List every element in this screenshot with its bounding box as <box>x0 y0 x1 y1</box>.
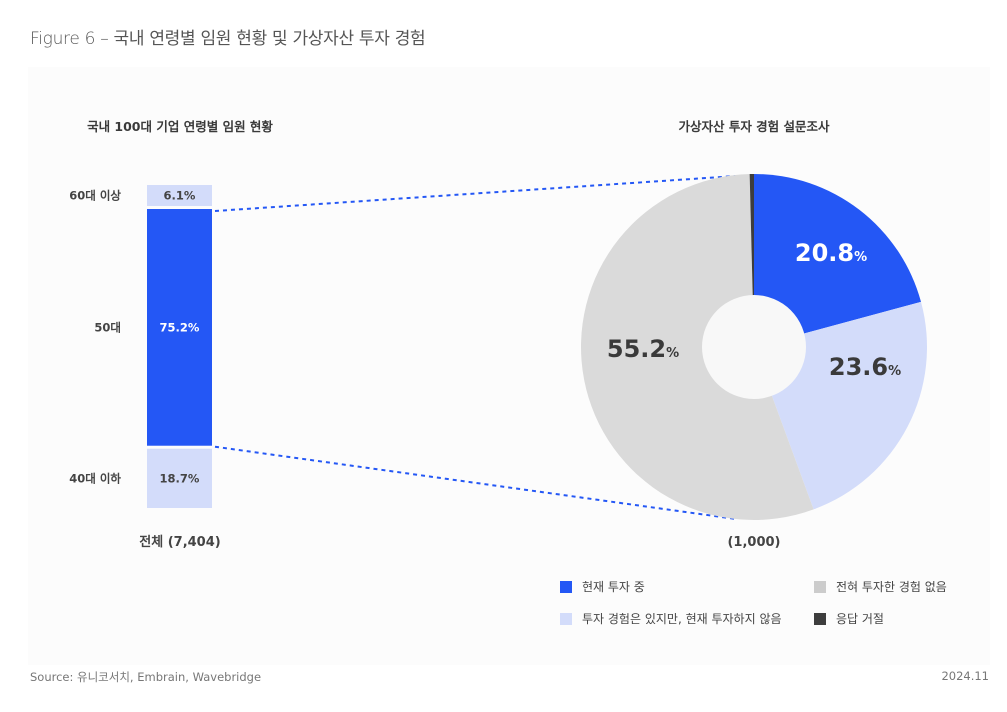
pie-value-label: 55.2% <box>607 335 679 363</box>
bar-value-label: 18.7% <box>160 471 200 485</box>
pie-slice-0 <box>754 174 922 347</box>
pie-value-label: 23.6% <box>829 353 901 381</box>
legend-swatch <box>814 612 826 625</box>
bar-category-label: 40대 이하 <box>69 471 121 485</box>
legend-label: 전혀 투자한 경험 없음 <box>836 580 947 594</box>
legend-item-never: 전혀 투자한 경험 없음 <box>814 578 947 595</box>
legend-label: 응답 거절 <box>836 612 884 626</box>
pie-value-number: 20.8 <box>795 239 854 267</box>
pie-value-label: 20.8% <box>795 239 867 267</box>
legend-swatch <box>560 612 572 625</box>
pie-value-number: 55.2 <box>607 335 666 363</box>
source-note: Source: 유니코서치, Embrain, Wavebridge <box>30 670 262 684</box>
legend: 현재 투자 중 전혀 투자한 경험 없음 투자 경험은 있지만, 현재 투자하지… <box>560 578 980 628</box>
legend-item-current: 현재 투자 중 <box>560 578 645 595</box>
donut-chart: 20.8%23.6%55.2% <box>581 174 927 520</box>
bar-total-label: 전체 (7,404) <box>139 534 220 550</box>
legend-label: 투자 경험은 있지만, 현재 투자하지 않음 <box>582 612 782 626</box>
bar-value-label: 6.1% <box>164 189 196 203</box>
donut-hole <box>702 295 806 399</box>
bar-segment-1 <box>147 209 212 446</box>
stacked-bar: 6.1% 60대 이상 75.2% 50대 18.7% 40대 이하 <box>69 185 212 508</box>
legend-swatch <box>560 580 572 593</box>
bar-category-label: 50대 <box>94 320 121 334</box>
legend-label: 현재 투자 중 <box>582 580 645 594</box>
pie-chart-title: 가상자산 투자 경험 설문조사 <box>678 119 830 134</box>
legend-item-refused: 응답 거절 <box>814 610 884 627</box>
bar-segment-2 <box>147 448 212 508</box>
date-note: 2024.11 <box>941 669 989 683</box>
figure-title: Figure 6 – 국내 연령별 임원 현황 및 가상자산 투자 경험 <box>30 29 426 49</box>
bar-segment-0 <box>147 185 212 206</box>
pie-total-label: (1,000) <box>727 535 780 550</box>
pie-value-percent: % <box>888 364 901 379</box>
pie-value-number: 23.6 <box>829 353 888 381</box>
pie-slice-2 <box>581 174 814 520</box>
legend-swatch <box>814 580 826 593</box>
bar-value-label: 75.2% <box>160 320 200 334</box>
connector-line-top <box>214 175 737 212</box>
bar-category-label: 60대 이상 <box>69 189 121 203</box>
pie-value-percent: % <box>666 346 679 361</box>
bar-chart-title: 국내 100대 기업 연령별 임원 현황 <box>87 119 273 134</box>
legend-item-past: 투자 경험은 있지만, 현재 투자하지 않음 <box>560 610 782 627</box>
pie-value-percent: % <box>854 250 867 265</box>
